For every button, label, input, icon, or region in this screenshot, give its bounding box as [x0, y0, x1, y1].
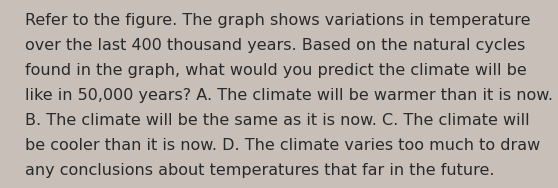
Text: like in 50,000 years? A. The climate will be warmer than it is now.: like in 50,000 years? A. The climate wil… [25, 88, 553, 103]
Text: B. The climate will be the same as it is now. C. The climate will: B. The climate will be the same as it is… [25, 113, 530, 128]
Text: Refer to the figure. The graph shows variations in temperature: Refer to the figure. The graph shows var… [25, 13, 531, 28]
Text: be cooler than it is now. D. The climate varies too much to draw: be cooler than it is now. D. The climate… [25, 138, 540, 153]
Text: be cooler than it is now. D. The climate varies too much to draw: be cooler than it is now. D. The climate… [0, 187, 1, 188]
Text: any conclusions about temperatures that far in the future.: any conclusions about temperatures that … [25, 163, 494, 178]
Text: over the last 400 thousand years. Based on the natural cycles: over the last 400 thousand years. Based … [25, 38, 526, 53]
Text: found in the graph, what would you predict the climate will be: found in the graph, what would you predi… [25, 63, 527, 78]
Text: be cooler than it is now. D. The climate varies too: be cooler than it is now. D. The climate… [0, 187, 1, 188]
